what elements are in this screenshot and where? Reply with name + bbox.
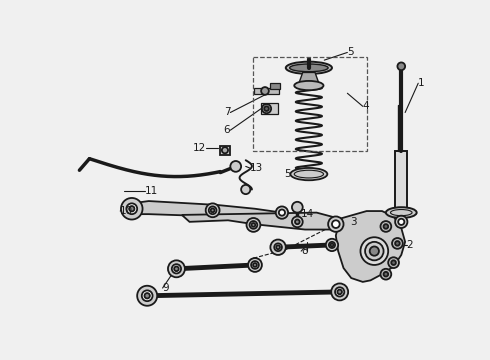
Circle shape bbox=[335, 287, 344, 297]
Circle shape bbox=[395, 216, 408, 228]
Ellipse shape bbox=[290, 64, 328, 72]
Circle shape bbox=[337, 289, 342, 294]
Circle shape bbox=[381, 269, 391, 280]
Circle shape bbox=[332, 220, 340, 228]
Circle shape bbox=[261, 87, 269, 95]
Circle shape bbox=[384, 272, 388, 276]
Text: 6: 6 bbox=[224, 125, 230, 135]
Circle shape bbox=[230, 161, 241, 172]
Circle shape bbox=[292, 202, 303, 213]
Text: 9: 9 bbox=[163, 283, 169, 293]
Circle shape bbox=[274, 243, 282, 251]
Polygon shape bbox=[336, 211, 405, 282]
Circle shape bbox=[121, 198, 143, 220]
Circle shape bbox=[329, 242, 335, 248]
Ellipse shape bbox=[291, 168, 327, 180]
Circle shape bbox=[276, 206, 288, 219]
Circle shape bbox=[292, 216, 303, 227]
Circle shape bbox=[398, 219, 404, 225]
Circle shape bbox=[209, 206, 217, 214]
Polygon shape bbox=[182, 213, 340, 230]
Circle shape bbox=[248, 258, 262, 272]
Bar bbox=[254, 88, 279, 94]
Ellipse shape bbox=[294, 81, 323, 90]
Circle shape bbox=[326, 239, 338, 251]
Text: 1: 1 bbox=[418, 78, 425, 88]
Circle shape bbox=[145, 293, 150, 298]
Ellipse shape bbox=[286, 62, 332, 74]
Bar bbox=[261, 103, 278, 114]
Circle shape bbox=[270, 239, 286, 255]
Circle shape bbox=[279, 210, 285, 216]
Text: 10: 10 bbox=[120, 206, 133, 216]
Circle shape bbox=[328, 216, 343, 232]
Bar bbox=[395, 151, 408, 213]
Text: 5: 5 bbox=[347, 48, 354, 58]
Circle shape bbox=[264, 106, 269, 111]
Polygon shape bbox=[298, 72, 319, 86]
Circle shape bbox=[262, 104, 271, 113]
Circle shape bbox=[370, 247, 379, 256]
Circle shape bbox=[295, 220, 300, 224]
Circle shape bbox=[142, 291, 152, 301]
Text: 7: 7 bbox=[224, 108, 230, 117]
Text: 4: 4 bbox=[363, 101, 369, 111]
Circle shape bbox=[395, 241, 400, 246]
Text: 5: 5 bbox=[284, 169, 291, 179]
Text: 8: 8 bbox=[301, 246, 308, 256]
Text: 12: 12 bbox=[193, 143, 206, 153]
Bar bbox=[270, 83, 280, 89]
Bar bbox=[220, 145, 230, 155]
Circle shape bbox=[249, 221, 257, 229]
Circle shape bbox=[168, 260, 185, 277]
Circle shape bbox=[381, 221, 391, 232]
Ellipse shape bbox=[386, 207, 416, 218]
Text: 2: 2 bbox=[407, 240, 413, 250]
Circle shape bbox=[172, 264, 181, 274]
Circle shape bbox=[388, 257, 399, 268]
Circle shape bbox=[129, 206, 134, 211]
Circle shape bbox=[253, 263, 257, 267]
Circle shape bbox=[246, 218, 260, 232]
Circle shape bbox=[251, 223, 255, 227]
Text: 14: 14 bbox=[301, 209, 315, 219]
Text: 3: 3 bbox=[350, 217, 356, 227]
Circle shape bbox=[126, 203, 137, 214]
Bar bbox=[253, 57, 368, 151]
Circle shape bbox=[241, 185, 250, 194]
Circle shape bbox=[137, 286, 157, 306]
Circle shape bbox=[330, 243, 334, 247]
Text: 11: 11 bbox=[145, 186, 158, 196]
Polygon shape bbox=[132, 201, 282, 219]
Text: 13: 13 bbox=[249, 163, 263, 173]
Circle shape bbox=[174, 266, 179, 271]
Circle shape bbox=[276, 245, 280, 249]
Circle shape bbox=[211, 208, 215, 212]
Circle shape bbox=[251, 261, 259, 269]
Circle shape bbox=[222, 147, 228, 153]
Circle shape bbox=[206, 203, 220, 217]
Circle shape bbox=[331, 283, 348, 300]
Circle shape bbox=[384, 224, 388, 229]
Circle shape bbox=[397, 62, 405, 70]
Circle shape bbox=[361, 237, 388, 265]
Circle shape bbox=[392, 260, 396, 265]
Circle shape bbox=[365, 242, 384, 260]
Circle shape bbox=[392, 238, 403, 249]
